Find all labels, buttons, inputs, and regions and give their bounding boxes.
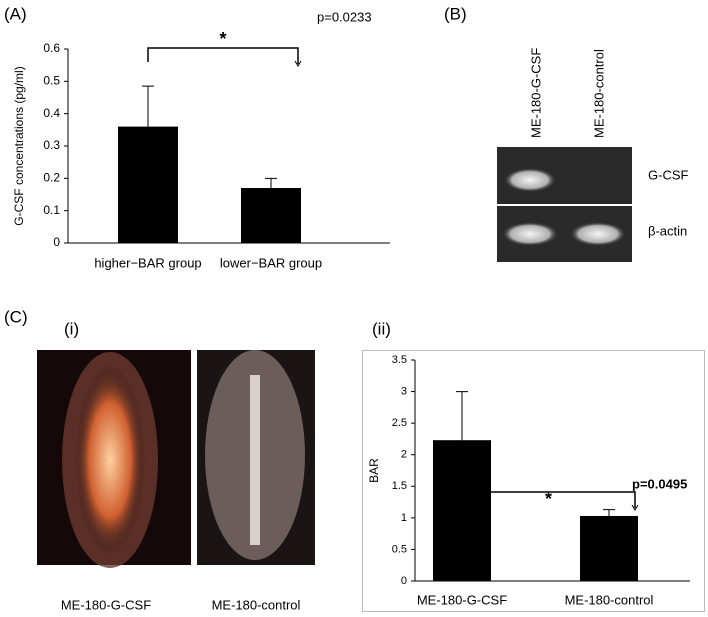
bar bbox=[241, 188, 301, 243]
significance-mark: * bbox=[219, 29, 226, 49]
error-bar bbox=[265, 177, 277, 189]
y-tick-label: 0.5 bbox=[43, 74, 60, 88]
chart-frame bbox=[362, 350, 705, 612]
y-tick-label: 2.5 bbox=[392, 417, 407, 429]
y-tick-label: 0 bbox=[53, 235, 60, 249]
error-bar bbox=[603, 509, 615, 516]
y-tick-label: 1 bbox=[401, 512, 407, 524]
y-tick-label: 0 bbox=[401, 575, 407, 587]
panel-label: (A) bbox=[4, 4, 27, 23]
gel-band bbox=[570, 222, 626, 246]
p-value: p=0.0495 bbox=[632, 476, 687, 491]
y-tick-label: 0.1 bbox=[43, 203, 60, 217]
x-tick-label: ME-180-control bbox=[565, 592, 654, 607]
bar bbox=[580, 515, 638, 581]
gel-lane-label: ME-180-G-CSF bbox=[528, 48, 543, 138]
y-tick-label: 0.5 bbox=[392, 543, 407, 555]
y-tick-label: 0.3 bbox=[43, 138, 60, 152]
significance-mark: * bbox=[545, 489, 552, 509]
y-tick-label: 1.5 bbox=[392, 480, 407, 492]
gel-lane-label: ME-180-control bbox=[591, 49, 606, 138]
gel-band bbox=[502, 222, 558, 246]
gel-row-label: β-actin bbox=[648, 223, 687, 238]
y-axis-label: G-CSF concentrations (pg/ml) bbox=[12, 66, 26, 225]
y-tick-label: 3.5 bbox=[392, 354, 407, 366]
error-bar bbox=[456, 391, 468, 441]
error-bar bbox=[142, 85, 154, 127]
bar bbox=[433, 440, 491, 581]
image-label: ME-180-control bbox=[212, 597, 301, 612]
p-value: p=0.0233 bbox=[317, 9, 372, 24]
significance-bracket bbox=[147, 47, 299, 64]
pet-signal bbox=[75, 365, 145, 555]
y-axis-label: BAR bbox=[367, 458, 381, 483]
panel-label: (C) bbox=[4, 307, 28, 326]
x-tick-label: ME-180-G-CSF bbox=[417, 592, 507, 607]
x-tick-label: lower−BAR group bbox=[220, 255, 322, 270]
panel-label: (B) bbox=[444, 4, 467, 23]
image-label: ME-180-G-CSF bbox=[61, 597, 151, 612]
significance-bracket bbox=[461, 491, 636, 508]
y-tick-label: 2 bbox=[401, 449, 407, 461]
y-tick-label: 0.4 bbox=[43, 106, 60, 120]
bracket-arrow bbox=[631, 504, 639, 511]
pet-spine bbox=[250, 375, 260, 545]
panel-label: (ii) bbox=[372, 319, 391, 338]
gel-row-label: G-CSF bbox=[648, 167, 689, 182]
y-tick-label: 0.2 bbox=[43, 171, 60, 185]
bar bbox=[118, 126, 178, 243]
x-tick-label: higher−BAR group bbox=[94, 255, 201, 270]
y-tick-label: 0.6 bbox=[43, 41, 60, 55]
y-tick-label: 3 bbox=[401, 385, 407, 397]
bracket-arrow bbox=[294, 60, 302, 67]
gel-band bbox=[504, 168, 556, 192]
panel-label: (i) bbox=[64, 319, 79, 338]
